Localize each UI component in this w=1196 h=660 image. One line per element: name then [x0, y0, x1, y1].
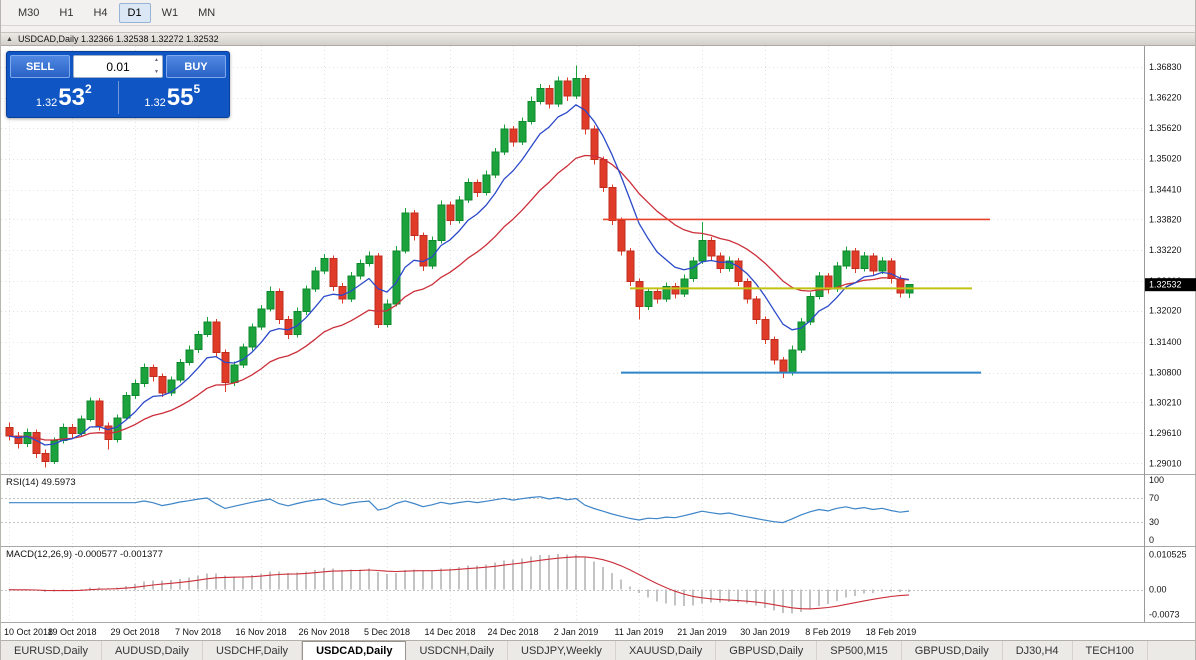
date-label: 14 Dec 2018: [424, 627, 476, 637]
svg-text:1.31400: 1.31400: [1149, 337, 1182, 347]
volume-spinner[interactable]: ▲ ▼: [154, 58, 159, 75]
macd-canvas[interactable]: 0.010525 0.00 -0.0073: [1, 546, 1196, 622]
tab-audusd-daily[interactable]: AUDUSD,Daily: [102, 641, 203, 660]
ask-price: 1.32 55 5: [117, 81, 227, 114]
svg-text:1.36220: 1.36220: [1149, 93, 1182, 103]
timeframe-toolbar: M30 H1 H4 D1 W1 MN: [1, 0, 1195, 26]
tab-dj30-h4[interactable]: DJ30,H4: [1003, 641, 1073, 660]
tab-gbpusd-daily[interactable]: GBPUSD,Daily: [716, 641, 818, 660]
timeframe-button-mn[interactable]: MN: [198, 6, 216, 19]
main-chart-panel[interactable]: 1.36830 1.36220 1.35620 1.35020 1.34410 1.338…: [1, 46, 1196, 474]
svg-text:30: 30: [1149, 517, 1159, 527]
date-label: 26 Nov 2018: [298, 627, 350, 637]
svg-text:1.29010: 1.29010: [1149, 458, 1182, 468]
bid-prefix: 1.32: [35, 97, 58, 109]
date-label: 16 Nov 2018: [235, 627, 287, 637]
bid-big-digits: 53: [58, 83, 85, 111]
svg-text:1.30800: 1.30800: [1149, 368, 1182, 378]
svg-text:1.33220: 1.33220: [1149, 245, 1182, 255]
svg-text:1.29610: 1.29610: [1149, 428, 1182, 438]
tab-usdcad-daily[interactable]: USDCAD,Daily: [302, 641, 407, 660]
spin-up-icon[interactable]: ▲: [154, 57, 159, 63]
svg-text:1.35020: 1.35020: [1149, 154, 1182, 164]
tab-xauusd-daily[interactable]: XAUUSD,Daily: [616, 641, 717, 660]
date-label: 2 Jan 2019: [553, 627, 599, 637]
current-price-badge: [1145, 278, 1196, 292]
volume-input[interactable]: 0.01 ▲ ▼: [73, 55, 163, 78]
date-label: 11 Jan 2019: [614, 627, 664, 637]
date-label: 30 Jan 2019: [740, 627, 790, 637]
rsi-label: RSI(14) 49.5973: [6, 477, 76, 488]
date-label: 29 Oct 2018: [110, 627, 160, 637]
rsi-panel[interactable]: RSI(14) 49.5973 100 70 30 0: [1, 474, 1196, 546]
date-label: 8 Feb 2019: [805, 627, 851, 637]
chart-title-bar: ▲ USDCAD,Daily 1.32366 1.32538 1.32272 1…: [1, 32, 1195, 46]
volume-value: 0.01: [106, 59, 130, 74]
candlestick-chart-canvas[interactable]: 1.36830 1.36220 1.35620 1.35020 1.34410 1.338…: [1, 46, 1196, 474]
tab-usdchf-daily[interactable]: USDCHF,Daily: [203, 641, 303, 660]
macd-panel[interactable]: MACD(12,26,9) -0.000577 -0.001377 0.0105…: [1, 546, 1196, 622]
ask-big-digits: 55: [166, 83, 194, 111]
tab-usdjpy-weekly[interactable]: USDJPY,Weekly: [508, 641, 616, 660]
date-label: 7 Nov 2018: [174, 627, 222, 637]
timeframe-button-h1[interactable]: H1: [59, 6, 74, 19]
date-label: 18 Feb 2019: [865, 627, 917, 637]
svg-text:1.35620: 1.35620: [1149, 123, 1182, 133]
bid-pip-digit: 2: [84, 82, 92, 96]
svg-text:0.010525: 0.010525: [1149, 549, 1187, 559]
svg-text:1.36830: 1.36830: [1149, 62, 1182, 72]
buy-button[interactable]: BUY: [166, 55, 226, 78]
svg-text:1.33820: 1.33820: [1149, 214, 1182, 224]
svg-text:1.32020: 1.32020: [1149, 306, 1182, 316]
svg-text:-0.0073: -0.0073: [1149, 609, 1180, 619]
ask-pip-digit: 5: [193, 82, 201, 96]
chart-tab-bar: EURUSD,Daily AUDUSD,Daily USDCHF,Daily USDC…: [1, 640, 1195, 660]
svg-text:0: 0: [1149, 535, 1154, 545]
sell-button[interactable]: SELL: [10, 55, 70, 78]
macd-label: MACD(12,26,9) -0.000577 -0.001377: [6, 549, 163, 560]
spin-down-icon[interactable]: ▼: [154, 69, 159, 75]
chart-window-icon: ▲: [6, 35, 13, 43]
timeframe-button-m30[interactable]: M30: [18, 6, 40, 19]
chart-title: USDCAD,Daily 1.32366 1.32538 1.32272 1.3…: [17, 34, 219, 44]
window-frame-strip: [1, 26, 1195, 32]
tab-gbpusd-daily[interactable]: GBPUSD,Daily: [902, 641, 1003, 660]
ask-prefix: 1.32: [144, 97, 166, 109]
svg-text:1.34410: 1.34410: [1149, 185, 1182, 195]
date-label: 10 Oct 2018: [4, 627, 54, 637]
timeframe-button-w1[interactable]: W1: [161, 6, 179, 19]
timeframe-button-h4[interactable]: H4: [93, 6, 108, 19]
date-label: 19 Oct 2018: [47, 627, 97, 637]
date-label: 21 Jan 2019: [677, 627, 727, 637]
date-label: 5 Dec 2018: [363, 627, 411, 637]
one-click-trade-panel: SELL 0.01 ▲ ▼ BUY 1.32 53 2 1.32: [6, 51, 230, 118]
rsi-canvas[interactable]: 100 70 30 0: [1, 474, 1196, 546]
svg-text:100: 100: [1149, 475, 1164, 485]
svg-text:1.32532: 1.32532: [1149, 280, 1182, 290]
svg-text:1.30210: 1.30210: [1149, 398, 1182, 408]
tab-sp500-m15[interactable]: SP500,M15: [817, 641, 902, 660]
bid-price: 1.32 53 2: [10, 81, 118, 114]
tab-tech100[interactable]: TECH100: [1073, 641, 1148, 660]
time-axis[interactable]: 10 Oct 2018 19 Oct 2018 29 Oct 2018 7 Nov 2…: [1, 622, 1195, 640]
date-label: 24 Dec 2018: [487, 627, 539, 637]
svg-text:70: 70: [1149, 493, 1159, 503]
svg-text:0.00: 0.00: [1149, 585, 1167, 595]
tab-usdcnh-daily[interactable]: USDCNH,Daily: [406, 641, 509, 660]
tab-eurusd-daily[interactable]: EURUSD,Daily: [1, 641, 102, 660]
timeframe-button-d1[interactable]: D1: [118, 2, 151, 23]
